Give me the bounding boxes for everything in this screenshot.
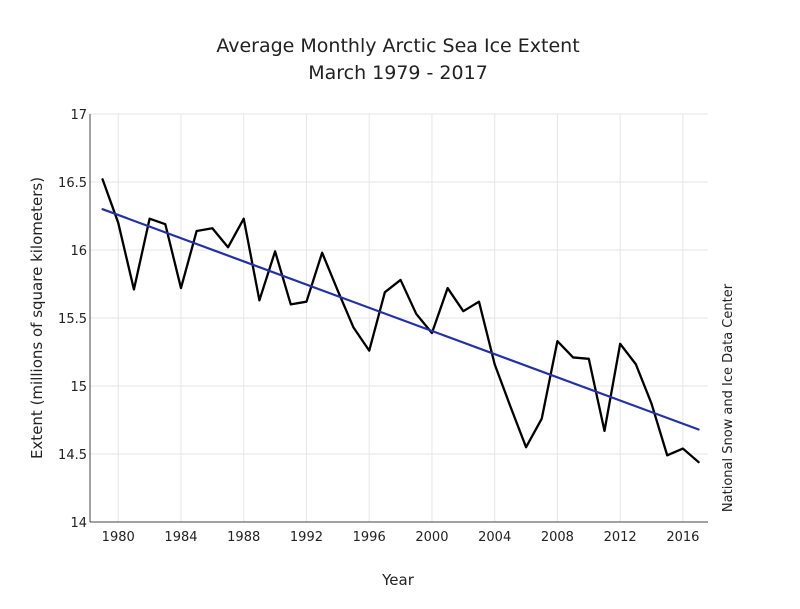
x-tick-label: 2016 xyxy=(666,530,699,545)
series-layer xyxy=(101,178,700,464)
x-tick-label: 1980 xyxy=(102,530,135,545)
axis-layer: 14 14.5 15 15.5 16 16.5 17 1980 1984 1988 1992 1996… xyxy=(58,108,708,545)
x-tick-label: 2004 xyxy=(478,530,511,545)
x-tick-label: 1992 xyxy=(290,530,323,545)
x-tick-label: 1988 xyxy=(227,530,260,545)
credit-label: National Snow and Ice Data Center xyxy=(721,283,736,512)
x-tick-label: 2000 xyxy=(415,530,448,545)
y-tick-label: 16.5 xyxy=(58,176,87,191)
x-tick-label: 2008 xyxy=(541,530,574,545)
trend-line xyxy=(101,208,700,431)
y-tick-label: 15 xyxy=(70,380,87,395)
x-tick-label: 1996 xyxy=(353,530,386,545)
grid-layer xyxy=(90,113,708,523)
x-axis-label: Year xyxy=(381,571,415,589)
y-tick-label: 14 xyxy=(70,516,87,531)
chart-title: Average Monthly Arctic Sea Ice Extent xyxy=(216,35,579,57)
x-tick-label: 2012 xyxy=(604,530,637,545)
y-axis-label: Extent (millions of square kilometers) xyxy=(28,177,46,459)
y-tick-label: 17 xyxy=(70,108,87,123)
y-tick-label: 15.5 xyxy=(58,312,87,327)
x-tick-label: 1984 xyxy=(164,530,197,545)
y-tick-label: 14.5 xyxy=(58,448,87,463)
extent-line xyxy=(101,178,700,464)
y-tick-label: 16 xyxy=(70,244,87,259)
chart-subtitle: March 1979 - 2017 xyxy=(308,62,488,84)
